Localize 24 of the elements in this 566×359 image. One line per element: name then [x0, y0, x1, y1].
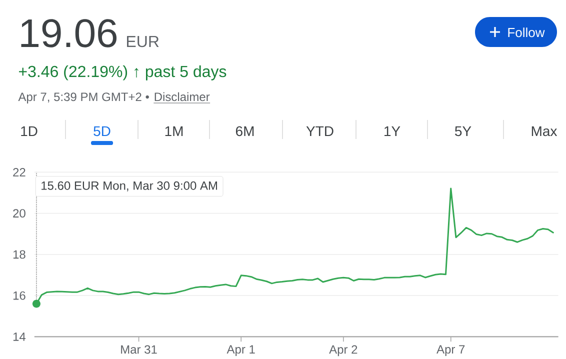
text: 6M	[236, 126, 254, 136]
chart-title: 19.06	[21, 19, 117, 48]
text: 5Y	[455, 126, 472, 136]
y-tick-label: 20	[13, 209, 26, 218]
text: Apr 7, 5:39 PM GMT+2 •	[18, 92, 149, 104]
x-tick-label: Apr 2	[329, 345, 358, 356]
y-tick-label: 18	[13, 250, 26, 259]
text: 5D	[94, 126, 110, 136]
x-tick-label: Mar 31	[121, 345, 157, 354]
text: 1M	[165, 126, 183, 136]
y-tick-label: 22	[13, 168, 26, 176]
text: 1Y	[384, 126, 400, 136]
x-tick-label: Apr 7	[436, 345, 465, 356]
text: Follow	[508, 28, 545, 38]
y-tick-label: 16	[13, 291, 26, 300]
chart-subtitle: +3.46 (22.19%) ↑ past 5 days	[18, 65, 226, 80]
text: YTD	[306, 126, 334, 136]
annotation: 15.60 EUR Mon, Mar 30 9:00 AM	[42, 181, 217, 192]
text: Disclaimer	[154, 92, 210, 102]
text: 1D	[21, 126, 38, 136]
text: Max	[532, 126, 558, 136]
x-tick-label: Apr 1	[226, 345, 255, 356]
y-tick-label: 14	[13, 332, 26, 341]
text: EUR	[127, 36, 159, 48]
